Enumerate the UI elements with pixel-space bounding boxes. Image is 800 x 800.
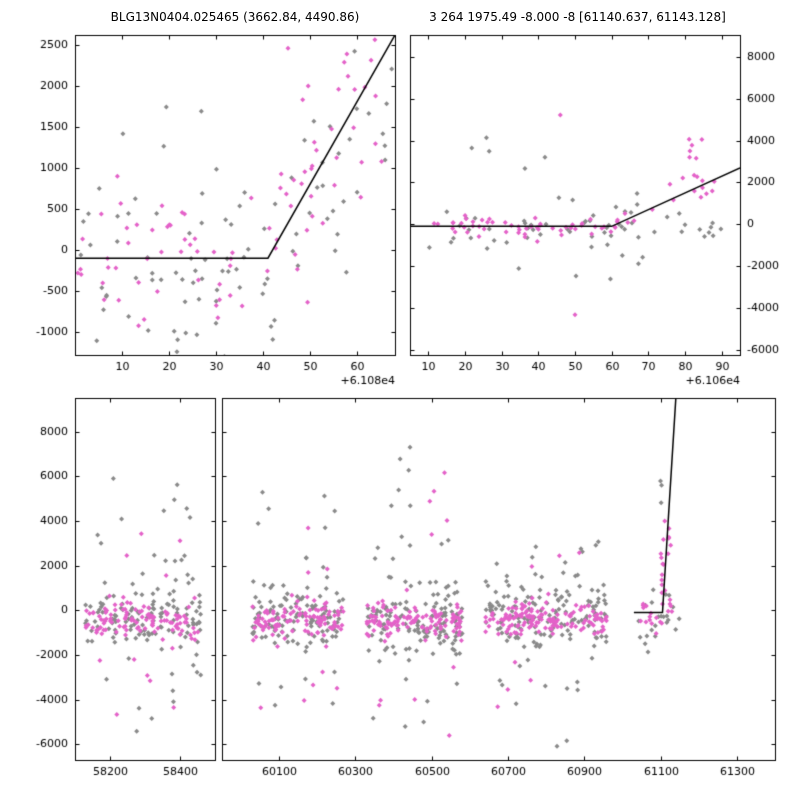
figure-title-right: 3 264 1975.49 -8.000 -8 [61140.637, 6114… xyxy=(429,10,726,24)
figure-title-left: BLG13N0404.025465 (3662.84, 4490.86) xyxy=(110,10,360,24)
